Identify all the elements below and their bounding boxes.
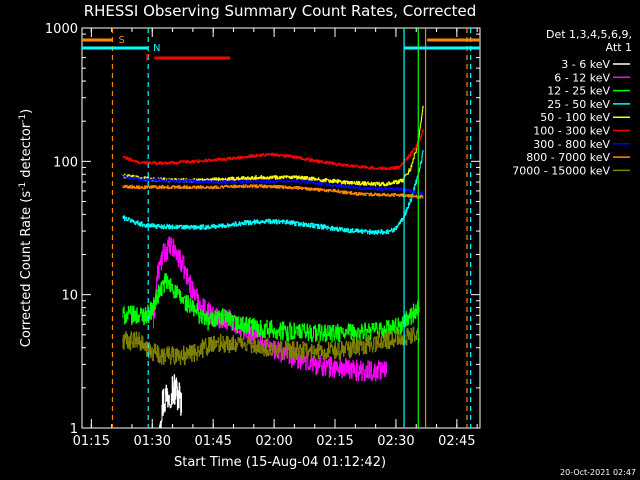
y-axis-label-exp2: -1 — [18, 114, 28, 123]
flags-layer: S NF — [82, 28, 480, 428]
legend-label-5: 50 - 100 keV — [540, 111, 610, 124]
series-line-6 — [122, 128, 424, 171]
y-axis-label-end: ) — [19, 109, 34, 114]
y-axis: 1 10 100 1000 — [45, 22, 480, 437]
y-axis-label: Corrected Count Rate (s-1 detector-1) — [18, 109, 34, 347]
x-tick-label: 02:45 — [438, 434, 475, 449]
legend-label-8: 800 - 7000 keV — [526, 151, 610, 164]
plot-area — [81, 27, 481, 429]
y-tick-label: 100 — [53, 155, 78, 170]
x-tick-label: 01:30 — [134, 434, 171, 449]
series-line-9 — [122, 326, 420, 366]
footer-date: 20-Oct-2021 02:47 — [560, 468, 636, 477]
legend-header-line-2: Att 1 — [606, 41, 632, 54]
legend-label-3: 12 - 25 keV — [547, 85, 610, 98]
series-line-7 — [122, 175, 424, 196]
flag-label-n: N — [153, 43, 160, 54]
series-line-2 — [153, 236, 388, 382]
y-tick-label: 10 — [61, 289, 78, 304]
series-line-1 — [159, 374, 182, 429]
legend-label-6: 100 - 300 keV — [533, 125, 610, 138]
legend-label-9: 7000 - 15000 keV — [512, 164, 610, 177]
series-line-3 — [122, 273, 420, 343]
plot-frame — [81, 27, 481, 429]
flag-label-s: S — [118, 35, 124, 46]
series-line-4 — [122, 150, 424, 235]
legend-label-1: 3 - 6 keV — [561, 58, 610, 71]
legend-label-7: 300 - 800 keV — [533, 138, 610, 151]
series-layer — [122, 105, 424, 429]
legend-header-line-1: Det 1,3,4,5,6,9, — [546, 28, 632, 41]
x-tick-label: 01:45 — [194, 434, 231, 449]
x-tick-label: 02:15 — [316, 434, 353, 449]
y-axis-label-exp1: -1 — [18, 182, 28, 191]
x-axis-label: Start Time (15-Aug-04 01:12:42) — [174, 455, 386, 470]
flag-label-f: F — [145, 53, 151, 64]
x-tick-label: 01:15 — [73, 434, 110, 449]
chart-title: RHESSI Observing Summary Count Rates, Co… — [84, 2, 477, 20]
y-axis-label-main: Corrected Count Rate (s — [19, 191, 34, 348]
legend-label-4: 25 - 50 keV — [547, 98, 610, 111]
y-tick-label: 1 — [70, 422, 78, 437]
x-tick-label: 02:00 — [255, 434, 292, 449]
y-axis-label-mid: detector — [19, 122, 34, 182]
y-tick-label: 1000 — [45, 22, 78, 37]
x-axis: 01:15 01:30 01:45 02:00 02:15 02:30 02:45 — [73, 28, 478, 449]
legend-label-2: 6 - 12 keV — [554, 71, 610, 84]
x-tick-label: 02:30 — [377, 434, 414, 449]
series-line-8 — [122, 184, 424, 199]
